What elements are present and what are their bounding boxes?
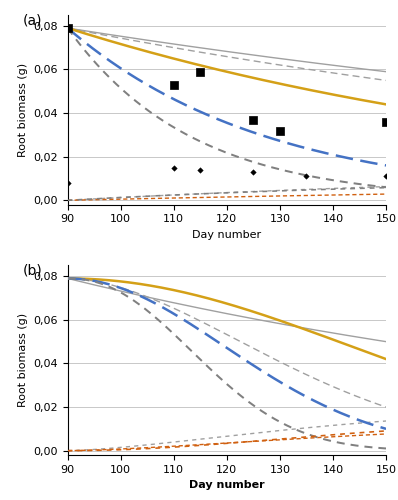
Text: (a): (a) [23, 13, 43, 27]
Point [250, 116, 257, 124]
Point [64, 24, 71, 32]
Point [383, 118, 389, 126]
Text: (b): (b) [23, 264, 43, 278]
Point [277, 126, 283, 134]
Point [383, 172, 389, 180]
Point [250, 168, 257, 176]
Y-axis label: Root biomass (g): Root biomass (g) [18, 63, 28, 157]
X-axis label: Day number: Day number [189, 480, 265, 490]
Y-axis label: Root biomass (g): Root biomass (g) [18, 313, 28, 407]
Point [197, 166, 203, 174]
X-axis label: Day number: Day number [192, 230, 261, 240]
Point [197, 68, 203, 76]
Point [171, 81, 177, 89]
Point [171, 164, 177, 172]
Point [303, 172, 310, 180]
Point [64, 179, 71, 187]
